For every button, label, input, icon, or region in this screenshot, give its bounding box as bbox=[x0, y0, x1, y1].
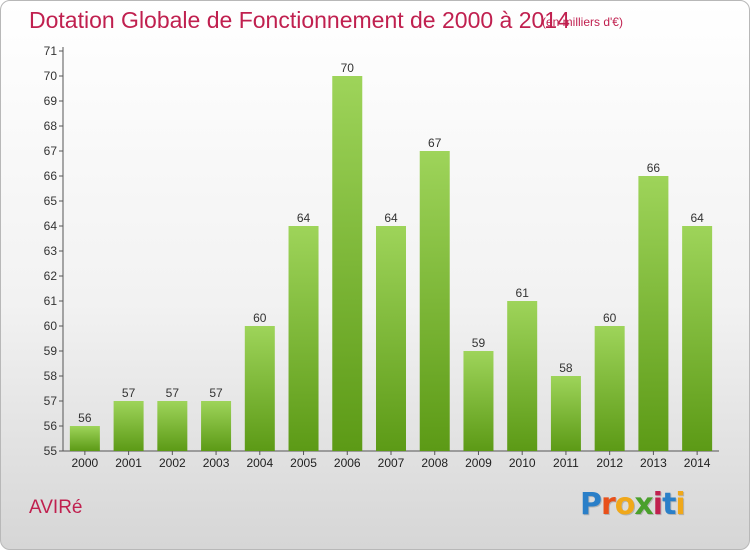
x-tick-label-2003: 2003 bbox=[203, 456, 230, 470]
data-label-2005: 64 bbox=[297, 211, 311, 225]
data-label-2010: 61 bbox=[516, 286, 530, 300]
bar-2000 bbox=[69, 426, 100, 451]
chart-title: Dotation Globale de Fonctionnement de 20… bbox=[29, 7, 570, 33]
x-tick-label-2010: 2010 bbox=[509, 456, 536, 470]
logo-letter: x bbox=[634, 487, 653, 522]
bar-2005 bbox=[288, 226, 319, 451]
data-label-2012: 60 bbox=[603, 311, 617, 325]
bar-2010 bbox=[507, 301, 538, 451]
logo-letter: r bbox=[601, 487, 616, 522]
chart-unit: (en milliers d'€) bbox=[542, 15, 623, 29]
bar-2002 bbox=[157, 401, 188, 451]
bar-2011 bbox=[550, 376, 581, 451]
y-tick-label: 61 bbox=[44, 294, 58, 308]
bar-2006 bbox=[332, 76, 363, 451]
commune-name: AVIRé bbox=[29, 497, 83, 518]
data-label-2011: 58 bbox=[559, 361, 573, 375]
data-label-2014: 64 bbox=[690, 211, 704, 225]
bar-2001 bbox=[113, 401, 144, 451]
y-tick-label: 65 bbox=[44, 194, 58, 208]
data-label-2009: 59 bbox=[472, 336, 486, 350]
bar-2013 bbox=[638, 176, 669, 451]
x-tick-label-2008: 2008 bbox=[421, 456, 448, 470]
bar-2003 bbox=[201, 401, 232, 451]
y-tick-label: 69 bbox=[44, 94, 58, 108]
data-label-2001: 57 bbox=[122, 386, 136, 400]
x-tick-label-2001: 2001 bbox=[115, 456, 142, 470]
data-label-2007: 64 bbox=[384, 211, 398, 225]
y-tick-label: 62 bbox=[44, 269, 58, 283]
y-tick-label: 70 bbox=[44, 69, 58, 83]
bar-2004 bbox=[244, 326, 275, 451]
y-tick-label: 58 bbox=[44, 369, 58, 383]
y-tick-label: 55 bbox=[44, 444, 58, 458]
x-tick-label-2013: 2013 bbox=[640, 456, 667, 470]
y-tick-label: 66 bbox=[44, 169, 58, 183]
x-tick-label-2002: 2002 bbox=[159, 456, 186, 470]
y-tick-label: 63 bbox=[44, 244, 58, 258]
data-label-2006: 70 bbox=[341, 61, 355, 75]
x-tick-label-2005: 2005 bbox=[290, 456, 317, 470]
bar-2014 bbox=[682, 226, 713, 451]
x-tick-label-2007: 2007 bbox=[378, 456, 405, 470]
logo-letter: t bbox=[662, 487, 676, 522]
data-label-2008: 67 bbox=[428, 136, 442, 150]
logo-letter: P bbox=[580, 487, 602, 522]
logo-letter: i bbox=[675, 487, 685, 522]
x-tick-label-2000: 2000 bbox=[72, 456, 99, 470]
logo-letter: i bbox=[652, 487, 663, 522]
bars bbox=[69, 76, 713, 451]
data-labels: 56 57 57 57 60 64 70 64 67 59 61 58 60 66 64 bbox=[78, 61, 704, 425]
y-tick-label: 56 bbox=[44, 419, 58, 433]
bar-2012 bbox=[594, 326, 625, 451]
data-label-2000: 56 bbox=[78, 411, 92, 425]
x-tick-label-2014: 2014 bbox=[684, 456, 711, 470]
bar-2009 bbox=[463, 351, 494, 451]
data-label-2004: 60 bbox=[253, 311, 267, 325]
axes: 55 56 57 58 59 60 61 62 63 64 65 66 67 68 69 70 71 2000 20… bbox=[44, 44, 719, 470]
y-tick-label: 67 bbox=[44, 144, 58, 158]
y-tick-label: 71 bbox=[44, 44, 58, 58]
logo-letter: o bbox=[614, 487, 636, 522]
y-tick-label: 59 bbox=[44, 344, 58, 358]
x-tick-label-2011: 2011 bbox=[553, 456, 579, 470]
bar-2007 bbox=[376, 226, 406, 451]
x-tick-label-2004: 2004 bbox=[246, 456, 273, 470]
bar-2008 bbox=[419, 151, 450, 451]
y-tick-label: 57 bbox=[44, 394, 58, 408]
x-tick-label-2012: 2012 bbox=[596, 456, 623, 470]
data-label-2003: 57 bbox=[209, 386, 223, 400]
y-tick-label: 60 bbox=[44, 319, 58, 333]
y-tick-label: 64 bbox=[44, 219, 58, 233]
data-label-2013: 66 bbox=[647, 161, 661, 175]
x-tick-label-2009: 2009 bbox=[465, 456, 492, 470]
x-tick-label-2006: 2006 bbox=[334, 456, 361, 470]
y-tick-label: 68 bbox=[44, 119, 58, 133]
proxiti-logo: Proxiti bbox=[580, 487, 686, 522]
data-label-2002: 57 bbox=[166, 386, 180, 400]
